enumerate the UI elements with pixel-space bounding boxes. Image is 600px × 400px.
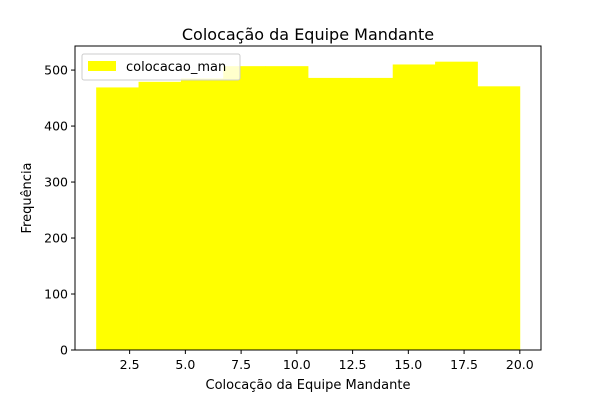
histogram-bar-5 xyxy=(265,66,309,350)
y-tick-label: 400 xyxy=(44,119,68,134)
histogram-bar-10 xyxy=(477,86,521,351)
histogram-bar-8 xyxy=(392,64,436,351)
legend: colocacao_man xyxy=(81,53,241,81)
histogram-bar-3 xyxy=(180,78,224,350)
y-tick-label: 200 xyxy=(44,231,68,246)
histogram-bar-1 xyxy=(96,87,139,350)
y-tick-label: 500 xyxy=(44,63,68,78)
histogram-bar-7 xyxy=(350,77,394,350)
x-tick-label: 12.5 xyxy=(339,357,367,372)
x-tick-label: 7.5 xyxy=(231,357,251,372)
x-tick-label: 2.5 xyxy=(120,357,140,372)
histogram-bar-9 xyxy=(435,61,478,350)
x-tick-label: 10.0 xyxy=(283,357,311,372)
x-tick-label: 15.0 xyxy=(394,357,422,372)
legend-box xyxy=(81,53,241,81)
legend-swatch xyxy=(88,61,116,71)
bars-group xyxy=(96,61,521,351)
y-tick-label: 0 xyxy=(60,343,68,358)
x-tick-label: 17.5 xyxy=(450,357,478,372)
y-tick-label: 100 xyxy=(44,287,68,302)
axes-frame xyxy=(74,45,542,351)
y-axis-label: Frequência xyxy=(20,162,35,233)
x-axis-ticks: 2.5 5.0 7.5 10.0 12.5 15.0 17.5 20.0 xyxy=(120,350,534,372)
histogram-bar-4 xyxy=(223,66,267,350)
x-tick-label: 5.0 xyxy=(175,357,195,372)
y-axis-ticks: 0 100 200 300 400 500 xyxy=(44,63,75,358)
histogram-bar-6 xyxy=(308,77,351,350)
histogram-bar-2 xyxy=(138,81,182,351)
y-tick-label: 300 xyxy=(44,175,68,190)
chart-title: Colocação da Equipe Mandante xyxy=(182,25,434,44)
x-tick-label: 20.0 xyxy=(506,357,534,372)
x-axis-label: Colocação da Equipe Mandante xyxy=(206,378,411,393)
legend-label: colocacao_man xyxy=(126,60,226,75)
